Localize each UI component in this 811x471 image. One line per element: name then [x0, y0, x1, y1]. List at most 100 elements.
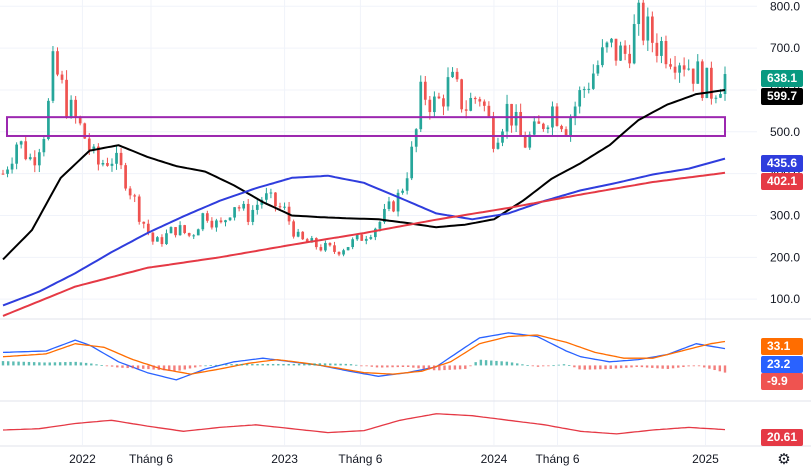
macd-bar	[240, 363, 244, 366]
macd-bar	[318, 363, 322, 366]
candle-body	[305, 239, 309, 243]
macd-line-badge: 23.2	[761, 356, 803, 373]
macd-bar	[116, 365, 119, 368]
y-tick-label: 700.0	[770, 41, 800, 55]
candle-body	[700, 61, 704, 98]
candle-body	[283, 206, 286, 208]
candle	[119, 148, 123, 170]
candle	[106, 157, 109, 167]
candle-body	[228, 217, 232, 221]
candle-body	[650, 16, 654, 43]
candle	[47, 98, 50, 141]
indicator-lines	[2, 89, 726, 435]
macd-bar	[344, 363, 348, 366]
candle	[714, 95, 718, 104]
macd-bar	[458, 365, 462, 370]
candle-body	[346, 247, 350, 251]
ma-mid-badge: 435.6	[761, 155, 803, 172]
candle-body	[237, 207, 241, 209]
candle-body	[514, 111, 518, 126]
macd-bar	[391, 365, 394, 368]
macd-bar	[219, 364, 223, 366]
candle-body	[246, 203, 250, 222]
last-price-badge: 638.1	[761, 70, 803, 87]
candle-body	[124, 165, 127, 189]
candle-body	[56, 51, 59, 75]
candle-body	[192, 235, 196, 237]
macd-bar	[542, 365, 545, 367]
candle	[115, 145, 118, 170]
candle	[691, 68, 695, 92]
macd-bar	[619, 365, 623, 369]
candle	[319, 244, 323, 252]
candle	[496, 137, 500, 150]
candle	[542, 122, 545, 132]
candle	[301, 231, 305, 241]
candle-body	[328, 242, 332, 246]
candle	[587, 82, 591, 94]
macd-bar	[703, 365, 706, 368]
candle	[137, 194, 141, 225]
price-badges: 638.1 599.7 435.6 402.1 33.1 23.2 -9.9 20.61	[761, 70, 803, 446]
candle	[215, 218, 218, 232]
candle-body	[115, 152, 118, 164]
x-tick-label: 2025	[692, 452, 719, 466]
candle-body	[678, 65, 681, 73]
macd-hist-badge-bg	[761, 373, 803, 390]
candle	[69, 95, 73, 119]
y-tick-label: 200.0	[770, 250, 800, 264]
x-tick-label: 2023	[271, 452, 298, 466]
candle-body	[451, 71, 454, 78]
macd-bar	[443, 365, 446, 371]
macd-bar	[438, 365, 441, 371]
candle	[650, 11, 654, 53]
macd-bar	[209, 365, 212, 366]
candle	[492, 111, 495, 153]
macd-bar	[406, 365, 410, 367]
macd-bar	[386, 365, 389, 368]
gear-icon[interactable]: ⚙	[777, 450, 791, 468]
candle-body	[710, 67, 713, 99]
macd-bar	[578, 365, 581, 370]
candle	[460, 78, 463, 113]
candle-body	[1, 173, 5, 175]
macd-bar	[666, 365, 670, 369]
macd-bar	[567, 365, 571, 366]
candle	[673, 55, 677, 80]
macd-hist-badge: -9.9	[761, 373, 803, 390]
x-tick-label: Tháng 6	[129, 452, 173, 466]
candle-body	[691, 68, 695, 84]
candle-body	[369, 237, 373, 239]
candle-body	[215, 220, 218, 228]
y-tick-label: 500.0	[770, 125, 800, 139]
candle-body	[74, 99, 78, 117]
candle-body	[596, 65, 600, 74]
macd-bar	[69, 361, 72, 366]
macd-bar	[505, 361, 509, 366]
candle	[664, 35, 668, 69]
candle-body	[83, 123, 87, 139]
candle-body	[392, 201, 395, 212]
candle	[15, 142, 18, 170]
candle	[219, 217, 223, 224]
candle-body	[301, 231, 305, 240]
candle-body	[142, 221, 146, 224]
macd-bar	[193, 365, 197, 368]
candle-body	[560, 125, 563, 130]
macd-bar	[277, 363, 280, 366]
macd-bar	[495, 360, 498, 366]
candle-body	[542, 123, 545, 130]
macd-bar	[687, 365, 690, 367]
macd-bar	[313, 363, 316, 366]
candle-body	[65, 79, 68, 117]
candle	[437, 92, 441, 100]
candle	[6, 166, 9, 178]
candle-body	[696, 61, 700, 84]
candle	[501, 128, 504, 147]
candle-body	[455, 71, 459, 80]
macd-bar	[339, 363, 342, 366]
candle-body	[355, 234, 359, 240]
candle-body	[614, 38, 618, 61]
candle	[546, 125, 550, 134]
